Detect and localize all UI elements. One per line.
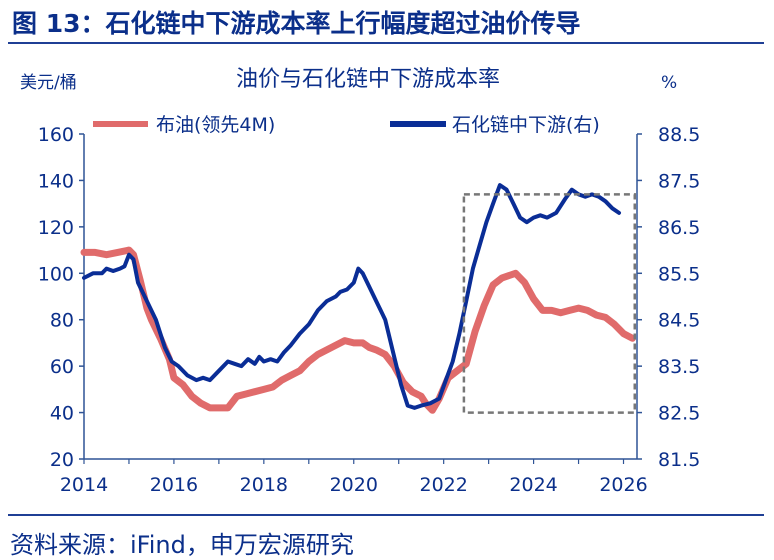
axes <box>79 133 642 464</box>
right-tick-label: 82.5 <box>658 403 700 425</box>
legend: 布油(领先4M) 石化链中下游(右) <box>93 114 600 136</box>
series-group <box>80 183 636 414</box>
source-rule <box>8 514 764 516</box>
legend-chain-label: 石化链中下游(右) <box>452 114 600 136</box>
x-tick-label: 2016 <box>150 474 198 496</box>
chain-cost-rate-line <box>82 183 621 410</box>
chart-title: 油价与石化链中下游成本率 <box>236 67 500 92</box>
legend-oil-label: 布油(领先4M) <box>156 114 275 136</box>
left-tick-label: 100 <box>38 263 74 285</box>
tick-labels: 160 140 120 100 80 60 40 20 88.5 87.5 86.5 85.5 84.5… <box>38 124 701 496</box>
highlight-box <box>462 193 637 414</box>
right-tick-label: 87.5 <box>658 170 700 192</box>
x-tick-label: 2020 <box>330 474 378 496</box>
right-tick-label: 88.5 <box>658 124 700 146</box>
right-tick-label: 86.5 <box>658 217 700 239</box>
x-tick-label: 2014 <box>60 474 108 496</box>
x-tick-label: 2018 <box>240 474 288 496</box>
left-tick-label: 40 <box>50 403 74 425</box>
left-tick-label: 80 <box>50 310 74 332</box>
x-tick-label: 2022 <box>419 474 467 496</box>
figure-title: 图 13：石化链中下游成本率上行幅度超过油价传导 <box>12 9 581 38</box>
left-tick-label: 60 <box>50 356 74 378</box>
right-axis-unit: % <box>661 73 677 93</box>
left-tick-label: 120 <box>38 217 74 239</box>
source-note: 资料来源：iFind，申万宏源研究 <box>10 531 354 559</box>
title-rule <box>8 42 764 44</box>
x-tick-label: 2026 <box>599 474 647 496</box>
x-tick-label: 2024 <box>509 474 557 496</box>
left-tick-label: 160 <box>38 124 74 146</box>
left-tick-label: 20 <box>50 449 74 471</box>
right-tick-label: 85.5 <box>658 263 700 285</box>
oil-price-line <box>80 246 636 414</box>
left-tick-label: 140 <box>38 170 74 192</box>
left-axis-unit: 美元/桶 <box>20 73 77 93</box>
right-tick-label: 83.5 <box>658 356 700 378</box>
line-chart: 油价与石化链中下游成本率 美元/桶 % 布油(领先4M) 石化链中下游(右) 1… <box>20 67 701 496</box>
highlight-box-group <box>462 193 637 414</box>
right-tick-label: 81.5 <box>658 449 700 471</box>
right-tick-label: 84.5 <box>658 310 700 332</box>
